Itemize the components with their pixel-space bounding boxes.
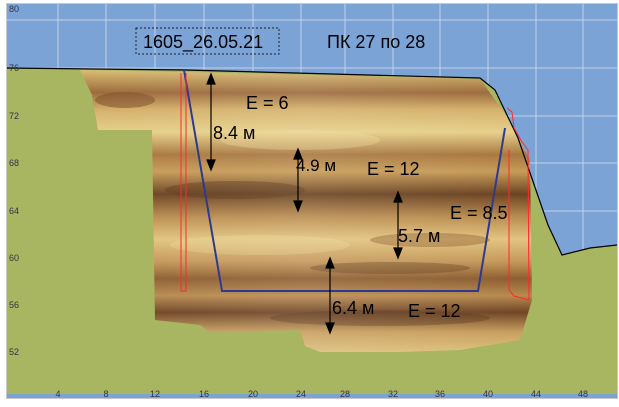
x-tick-label: 40 [483,389,493,399]
x-tick-label: 48 [578,389,588,399]
y-tick-label: 76 [9,63,19,73]
x-tick-label: 36 [435,389,445,399]
layer-2-modulus: E = 12 [367,159,420,179]
x-tick-label: 44 [531,389,541,399]
layer-2-thickness: 4.9 м [296,156,336,175]
layer-4-modulus: E = 12 [408,301,461,321]
x-tick-label: 28 [340,389,350,399]
layer-3-thickness: 5.7 м [398,226,440,246]
x-tick-label: 8 [103,389,108,399]
layer-1-modulus: E = 6 [246,93,289,113]
x-tick-label: 4 [55,389,60,399]
x-tick-label: 32 [388,389,398,399]
y-tick-label: 72 [9,111,19,121]
y-tick-label: 60 [9,253,19,263]
y-tick-label: 64 [9,206,19,216]
section-label: ПК 27 по 28 [327,32,425,52]
y-tick-label: 56 [9,300,19,310]
y-tick-label: 80 [9,4,19,14]
x-tick-label: 24 [296,389,306,399]
x-tick-label: 20 [248,389,258,399]
file-label: 1605_26.05.21 [143,32,263,53]
y-tick-label: 68 [9,158,19,168]
layer-1-thickness: 8.4 м [213,123,255,143]
x-tick-label: 16 [199,389,209,399]
layer-4-thickness: 6.4 м [332,298,374,318]
layer-3-modulus: E = 8.5 [450,203,508,223]
y-tick-label: 52 [9,347,19,357]
x-tick-label: 12 [150,389,160,399]
